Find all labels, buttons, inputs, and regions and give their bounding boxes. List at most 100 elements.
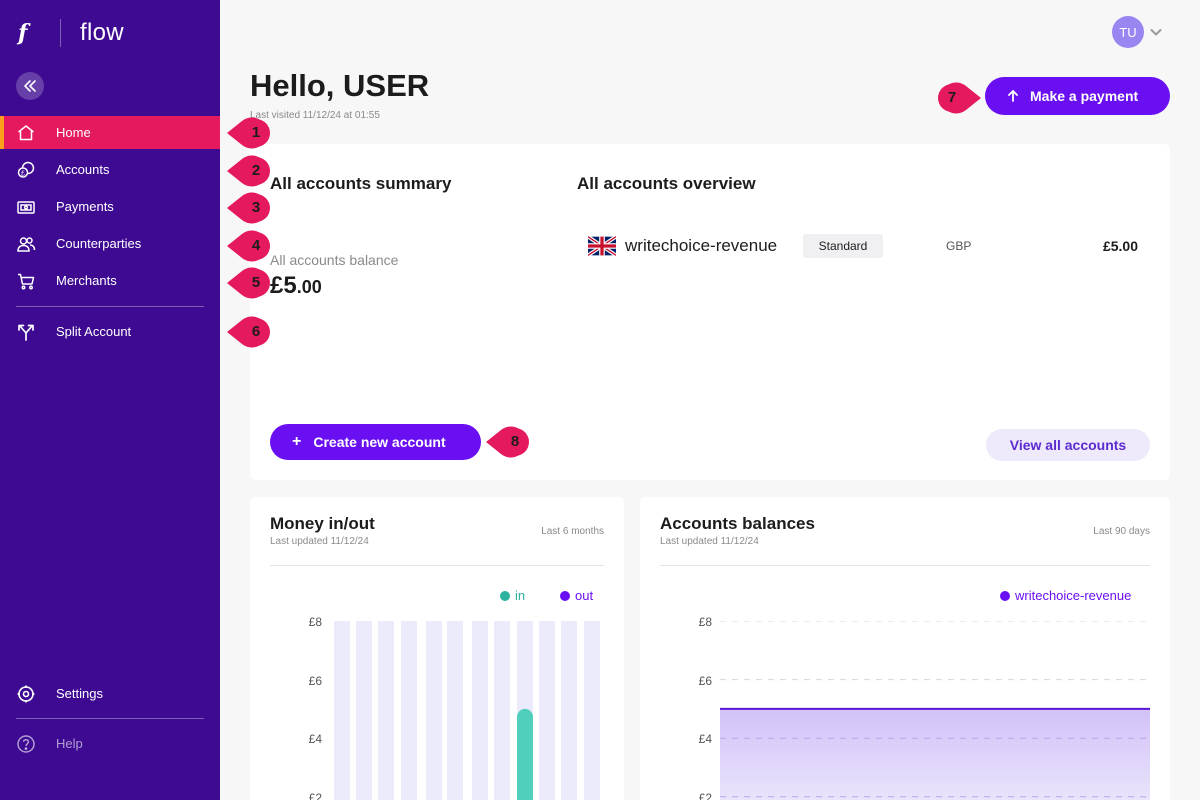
bar-background <box>584 621 600 800</box>
card-divider <box>270 565 604 566</box>
annotation-marker: 7 <box>936 82 982 114</box>
marker-number: 4 <box>251 237 261 254</box>
balance-label: All accounts balance <box>270 252 399 268</box>
money-in-out-chart <box>334 621 600 800</box>
last-visited-text: Last visited 11/12/24 at 01:55 <box>250 110 380 121</box>
bar-background <box>561 621 577 800</box>
sidebar-item-label: Counterparties <box>56 236 142 251</box>
collapse-sidebar-button[interactable] <box>16 72 44 100</box>
home-icon <box>18 125 34 141</box>
brand-divider <box>60 19 61 47</box>
bar-background <box>378 621 394 800</box>
y-tick-label: £6 <box>698 674 712 688</box>
users-icon <box>17 237 36 252</box>
card-range: Last 6 months <box>541 526 604 537</box>
marker-shape <box>227 155 270 187</box>
y-tick-label: £6 <box>308 674 322 688</box>
svg-text:£: £ <box>21 170 25 177</box>
bar-background <box>539 621 555 800</box>
y-tick-label: £4 <box>308 732 322 746</box>
card-divider <box>660 565 1150 566</box>
sidebar-item-help[interactable]: Help <box>0 727 220 760</box>
y-tick-label: £2 <box>308 791 322 800</box>
marker-number: 6 <box>251 323 261 340</box>
y-tick-label: £8 <box>308 615 322 629</box>
help-icon <box>17 735 35 753</box>
annotation-marker: 1 <box>226 117 272 149</box>
sidebar-item-label: Home <box>56 125 91 140</box>
account-balance: £5.00 <box>1102 238 1138 254</box>
make-payment-label: Make a payment <box>1030 88 1139 104</box>
y-tick-label: £8 <box>698 615 712 629</box>
sidebar-item-settings[interactable]: Settings <box>0 677 220 710</box>
make-payment-button[interactable]: Make a payment <box>985 77 1170 115</box>
banknote-icon <box>17 201 35 214</box>
sidebar-item-merchants[interactable]: Merchants <box>0 264 220 297</box>
annotation-marker: 5 <box>226 267 272 299</box>
overview-title: All accounts overview <box>577 174 756 193</box>
money-in-out-card: Money in/out Last updated 11/12/24 Last … <box>250 497 624 800</box>
sidebar-item-home[interactable]: Home <box>0 116 220 149</box>
marker-shape <box>227 117 270 149</box>
accounts-balances-chart <box>720 621 1150 800</box>
annotation-marker: 8 <box>485 426 531 458</box>
cart-icon <box>18 273 35 290</box>
sidebar-divider <box>16 306 204 307</box>
avatar[interactable]: TU <box>1112 16 1144 48</box>
bar-background <box>426 621 442 800</box>
sidebar-item-accounts[interactable]: £ Accounts <box>0 153 220 186</box>
marker-number: 3 <box>251 199 261 216</box>
split-icon <box>18 324 34 341</box>
marker-shape <box>486 426 529 458</box>
accounts-balances-card: Accounts balances Last updated 11/12/24 … <box>640 497 1170 800</box>
legend-swatch <box>1000 590 1010 601</box>
marker-shape <box>938 82 981 114</box>
legend-item-writechoice-revenue: writechoice-revenue <box>1000 588 1131 603</box>
annotation-marker: 2 <box>226 155 272 187</box>
y-tick-label: £2 <box>698 791 712 800</box>
bar-background <box>356 621 372 800</box>
summary-title: All accounts summary <box>270 174 452 193</box>
view-all-accounts-button[interactable]: View all accounts <box>986 429 1150 461</box>
create-account-button[interactable]: + Create new account <box>270 424 481 460</box>
sidebar-nav-bottom: Settings <box>0 677 220 714</box>
sidebar-item-label: Help <box>56 736 83 751</box>
marker-number: 2 <box>251 162 261 179</box>
card-title: Money in/out <box>270 514 375 533</box>
legend-label: out <box>575 588 594 603</box>
brand-logo[interactable]: f flow <box>18 18 124 48</box>
sidebar-item-payments[interactable]: Payments <box>0 190 220 223</box>
accounts-summary-card: All accounts summary All accounts overvi… <box>250 144 1170 480</box>
card-updated: Last updated 11/12/24 <box>660 536 759 547</box>
marker-shape <box>227 316 270 348</box>
area-fill <box>720 708 1150 800</box>
sidebar-item-split-account[interactable]: Split Account <box>0 315 220 348</box>
legend-item-in: in <box>500 588 525 603</box>
bar-in <box>517 708 533 800</box>
sidebar-nav-help: Help <box>0 727 220 764</box>
sidebar-item-label: Split Account <box>56 324 132 339</box>
annotation-marker: 4 <box>226 230 272 262</box>
arrow-up-icon <box>1008 90 1018 102</box>
y-tick-label: £4 <box>698 732 712 746</box>
balance-value: £5.00 <box>270 272 322 300</box>
marker-shape <box>227 230 270 262</box>
sidebar-item-label: Accounts <box>56 162 110 177</box>
sidebar-item-label: Settings <box>56 686 103 701</box>
legend-swatch <box>560 590 570 601</box>
page-title: Hello, USER <box>250 68 430 103</box>
create-account-label: Create new account <box>313 434 446 450</box>
bar-background <box>334 621 350 800</box>
coins-icon: £ <box>17 161 35 178</box>
bar-background <box>494 621 510 800</box>
marker-number: 8 <box>510 433 520 450</box>
sidebar-item-counterparties[interactable]: Counterparties <box>0 227 220 260</box>
marker-number: 7 <box>947 89 957 106</box>
marker-shape <box>227 267 270 299</box>
account-row[interactable]: writechoice-revenue Standard GBP £5.00 <box>588 232 1140 260</box>
chevron-down-icon[interactable] <box>1148 24 1164 40</box>
annotation-marker: 3 <box>226 192 272 224</box>
bar-background <box>472 621 488 800</box>
sidebar: f flow Home £ Accounts Payments Counterp… <box>0 0 220 800</box>
balance-decimal: .00 <box>296 277 322 297</box>
